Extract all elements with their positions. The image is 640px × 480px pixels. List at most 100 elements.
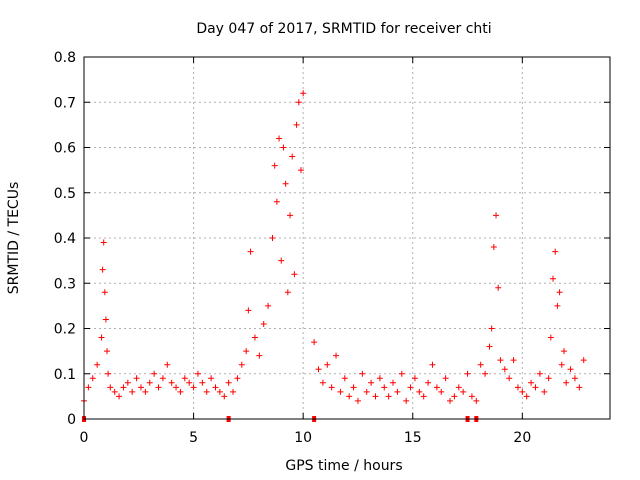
y-axis-ticks: 0 0.1 0.2 0.3 0.4 0.5 0.6 0.7 0.8 (54, 50, 610, 428)
data-point (98, 334, 105, 341)
data-point (545, 375, 552, 382)
data-point (208, 375, 215, 382)
data-point (455, 384, 462, 391)
data-point (159, 375, 166, 382)
data-point (460, 388, 467, 395)
x-axis-label: GPS time / hours (285, 458, 402, 474)
data-point (324, 361, 331, 368)
x-tick-label: 10 (294, 430, 312, 446)
data-point (230, 388, 237, 395)
data-point (137, 384, 144, 391)
data-point (337, 388, 344, 395)
data-point (368, 379, 375, 386)
data-point (280, 144, 287, 151)
data-point (473, 397, 480, 404)
data-point (186, 379, 193, 386)
data-point (514, 384, 521, 391)
data-point (363, 388, 370, 395)
data-point (177, 388, 184, 395)
y-tick-label: 0.6 (54, 141, 76, 157)
data-point (567, 366, 574, 373)
data-point (451, 393, 458, 400)
data-point (105, 370, 112, 377)
data-point (381, 384, 388, 391)
data-point (287, 212, 294, 219)
data-point (120, 384, 127, 391)
data-point (212, 384, 219, 391)
data-point (576, 384, 583, 391)
data-point (256, 352, 263, 359)
y-tick-label: 0.5 (54, 186, 76, 202)
data-point (416, 388, 423, 395)
y-tick-label: 0.7 (54, 95, 76, 111)
data-point (151, 370, 158, 377)
data-point (101, 289, 108, 296)
data-point (100, 239, 107, 246)
data-point (116, 393, 123, 400)
data-point (560, 348, 567, 355)
data-point (155, 384, 162, 391)
data-point (501, 366, 508, 373)
data-point (104, 348, 111, 355)
grid-lines (84, 57, 610, 419)
data-points (81, 90, 587, 404)
data-point (293, 121, 300, 128)
data-point (464, 370, 471, 377)
data-point (486, 343, 493, 350)
y-axis-label: SRMTID / TECUs (6, 182, 22, 295)
data-point (442, 375, 449, 382)
data-point (300, 90, 307, 97)
data-point (394, 388, 401, 395)
data-point (164, 361, 171, 368)
data-point (295, 99, 302, 106)
data-point (99, 266, 106, 273)
data-point (554, 302, 561, 309)
data-point (536, 370, 543, 377)
data-point (234, 375, 241, 382)
data-point (550, 275, 557, 282)
data-point (319, 379, 326, 386)
data-point (477, 361, 484, 368)
data-point (284, 289, 291, 296)
data-point (468, 393, 475, 400)
data-point (552, 248, 559, 255)
data-point (102, 316, 109, 323)
data-point (190, 384, 197, 391)
data-point (407, 384, 414, 391)
data-point (315, 366, 322, 373)
data-point (221, 393, 228, 400)
data-point (532, 384, 539, 391)
y-tick-label: 0.8 (54, 50, 76, 66)
data-point (346, 393, 353, 400)
data-point (297, 167, 304, 174)
data-point (420, 393, 427, 400)
data-point (289, 153, 296, 160)
data-point (519, 388, 526, 395)
data-point (482, 370, 489, 377)
plot-frame (83, 56, 611, 420)
data-point (142, 388, 149, 395)
data-point (490, 244, 497, 251)
data-point (328, 384, 335, 391)
data-point (89, 375, 96, 382)
chart-title: Day 047 of 2017, SRMTID for receiver cht… (196, 21, 491, 37)
data-point (107, 384, 114, 391)
data-point (523, 393, 530, 400)
data-point (124, 379, 131, 386)
x-tick-label: 20 (513, 430, 531, 446)
data-point (282, 180, 289, 187)
data-point (556, 289, 563, 296)
data-point (273, 198, 280, 205)
data-point (506, 375, 513, 382)
data-point (571, 375, 578, 382)
data-point (181, 375, 188, 382)
data-point (276, 135, 283, 142)
data-point (260, 320, 267, 327)
data-point (94, 361, 101, 368)
data-point (245, 307, 252, 314)
y-tick-label: 0.3 (54, 276, 76, 292)
data-point (541, 388, 548, 395)
data-point (547, 334, 554, 341)
data-point (146, 379, 153, 386)
data-point (269, 235, 276, 241)
